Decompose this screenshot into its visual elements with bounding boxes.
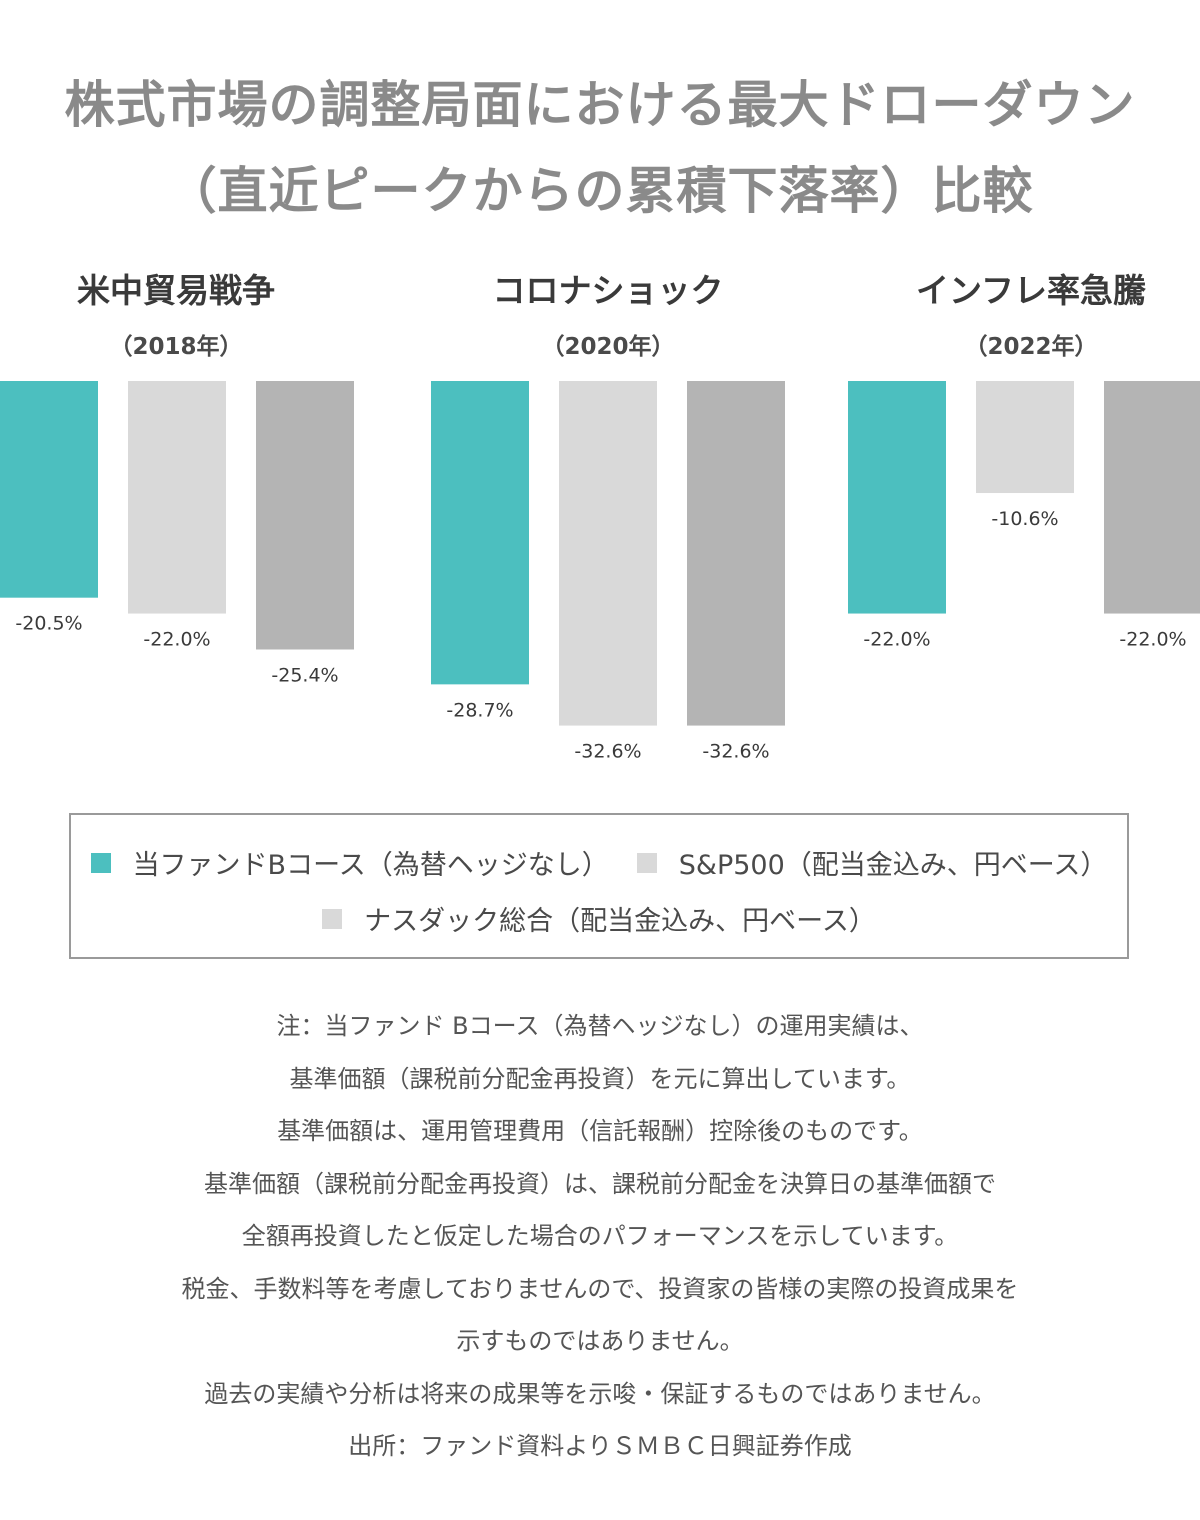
notes: 注：当ファンド Bコース（為替ヘッジなし）の運用実績は、 基準価額（課税前分配金… <box>0 1000 1200 1473</box>
legend: 当ファンドBコース（為替ヘッジなし） S&P500（配当金込み、円ベース） ナス… <box>69 813 1129 959</box>
group-year: （2018年） <box>109 333 242 360</box>
legend-swatch-nasdaq <box>322 908 343 929</box>
bar-chart: 米中貿易戦争 （2018年） -20.5% -22.0% -25.4% コロナショック （2… <box>0 271 1200 763</box>
bar-nasdaq <box>1104 381 1200 614</box>
bar-nasdaq <box>256 381 354 650</box>
note-line: 基準価額は、運用管理費用（信託報酬）控除後のものです。 <box>277 1117 923 1145</box>
data-label: -25.4% <box>271 664 338 686</box>
legend-swatch-fund <box>90 852 111 873</box>
data-label: -20.5% <box>15 613 82 635</box>
bar-sp500 <box>559 381 657 726</box>
group-year: （2020年） <box>541 333 674 360</box>
note-line: 過去の実績や分析は将来の成果等を示唆・保証するものではありません。 <box>204 1379 996 1408</box>
note-line: 注：当ファンド Bコース（為替ヘッジなし）の運用実績は、 <box>276 1012 924 1040</box>
data-label: -32.6% <box>702 741 769 763</box>
title-line-1: 株式市場の調整局面における最大ドローダウン <box>64 76 1136 134</box>
bar-fund <box>431 381 529 685</box>
bar-fund <box>848 381 946 614</box>
legend-label-nasdaq: ナスダック総合（配当金込み、円ベース） <box>364 906 876 937</box>
data-label: -22.0% <box>143 629 210 651</box>
data-label: -32.6% <box>574 741 641 763</box>
legend-label-fund: 当ファンドBコース（為替ヘッジなし） <box>132 850 609 881</box>
note-line: 出所：ファンド資料よりＳＭＢＣ日興証券作成 <box>348 1432 852 1460</box>
group-year: （2022年） <box>964 333 1097 360</box>
legend-label-sp500: S&P500（配当金込み、円ベース） <box>678 850 1108 881</box>
data-label: -10.6% <box>991 508 1058 530</box>
legend-item-sp500: S&P500（配当金込み、円ベース） <box>636 843 1108 882</box>
group-title: コロナショック <box>493 271 724 310</box>
note-line: 全額再投資したと仮定した場合のパフォーマンスを示しています。 <box>241 1222 959 1250</box>
legend-row-2: ナスダック総合（配当金込み、円ベース） <box>71 899 1127 938</box>
bar-sp500 <box>128 381 226 614</box>
title-line-2: （直近ピークからの累積下落率）比較 <box>166 162 1034 220</box>
group-title: インフレ率急騰 <box>916 271 1146 310</box>
data-label: -22.0% <box>1119 629 1186 651</box>
bar-nasdaq <box>687 381 785 726</box>
group-title: 米中貿易戦争 <box>77 271 275 310</box>
note-line: 基準価額（課税前分配金再投資）を元に算出しています。 <box>289 1064 911 1093</box>
legend-item-nasdaq: ナスダック総合（配当金込み、円ベース） <box>322 899 876 938</box>
note-line: 税金、手数料等を考慮しておりませんので、投資家の皆様の実際の投資成果を <box>181 1274 1019 1303</box>
bar-fund <box>0 381 98 598</box>
note-line: 基準価額（課税前分配金再投資）は、課税前分配金を決算日の基準価額で <box>204 1169 996 1198</box>
legend-item-fund: 当ファンドBコース（為替ヘッジなし） <box>90 843 609 882</box>
data-label: -22.0% <box>863 629 930 651</box>
legend-row-1: 当ファンドBコース（為替ヘッジなし） S&P500（配当金込み、円ベース） <box>71 843 1127 882</box>
chart-title: 株式市場の調整局面における最大ドローダウン （直近ピークからの累積下落率）比較 <box>0 62 1200 234</box>
bar-sp500 <box>976 381 1074 494</box>
data-label: -28.7% <box>446 699 513 721</box>
legend-swatch-sp500 <box>636 852 657 873</box>
note-line: 示すものではありません。 <box>456 1327 744 1355</box>
